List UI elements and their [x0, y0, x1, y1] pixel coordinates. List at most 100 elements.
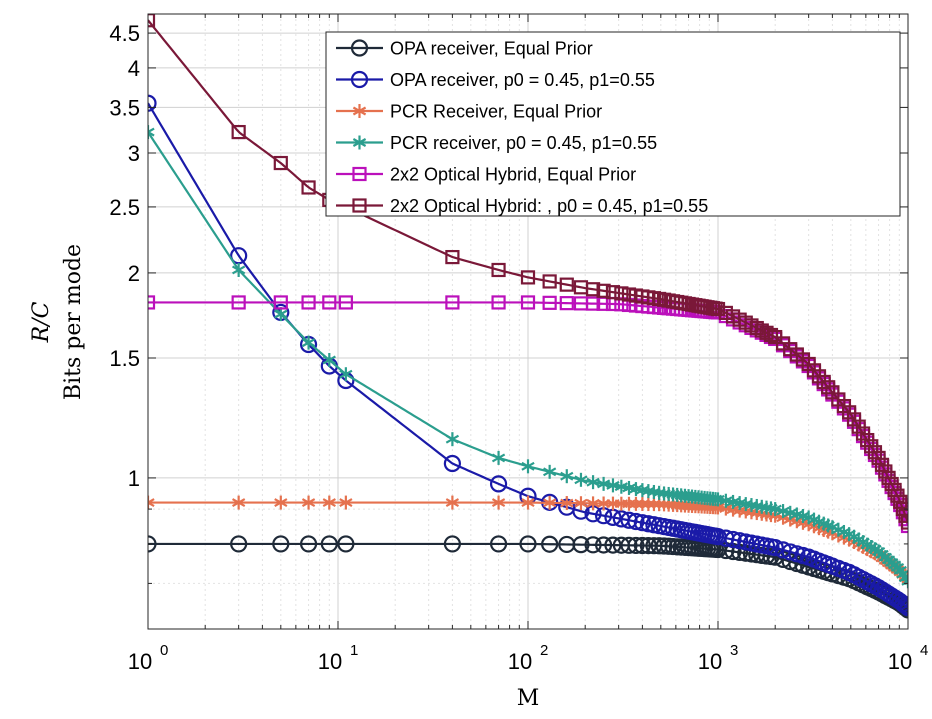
- tick-labels: 10 0 10 1 10 2 10 3 10 4 1 1.5 2 2.5 3 3.5 4 4.5: [109, 21, 928, 674]
- series-marker: [846, 412, 862, 427]
- asterisk-stroke: [635, 485, 650, 495]
- x-tick-label: 10: [318, 649, 342, 674]
- y-tick-label: 1: [128, 466, 140, 491]
- legend-entry: PCR Receiver, Equal Prior: [390, 102, 602, 122]
- series-marker: [301, 295, 316, 310]
- asterisk-stroke: [232, 498, 246, 508]
- asterisk-stroke: [708, 502, 723, 512]
- series-marker: [584, 536, 602, 554]
- series-marker: [322, 295, 337, 310]
- series-marker: [718, 305, 733, 321]
- series-marker: [274, 495, 288, 510]
- asterisk-stroke: [543, 467, 557, 477]
- asterisk-stroke: [711, 502, 725, 512]
- series-marker: [781, 543, 799, 561]
- series-marker: [559, 296, 574, 311]
- legend-swatch-marker: [350, 39, 369, 57]
- series-marker: [574, 472, 588, 487]
- asterisk-stroke: [274, 309, 288, 319]
- asterisk-stroke: [491, 453, 506, 463]
- series-marker: [620, 511, 638, 529]
- series-marker: [148, 535, 157, 553]
- series-marker: [559, 277, 574, 292]
- y-tick-label: 3: [128, 141, 140, 166]
- asterisk-stroke: [521, 498, 535, 508]
- series-marker: [337, 535, 355, 553]
- series-marker: [541, 535, 559, 553]
- series-marker: [148, 94, 157, 112]
- x-tick-label: 10: [888, 649, 912, 674]
- asterisk-stroke: [445, 434, 460, 444]
- series-marker: [627, 536, 645, 555]
- asterisk-stroke: [768, 504, 782, 514]
- legend-entry: OPA receiver, p0 = 0.45, p1=0.55: [390, 70, 655, 90]
- asterisk-stroke: [890, 562, 905, 572]
- y-tick-label: 2: [128, 261, 140, 286]
- asterisk-stroke: [796, 511, 810, 521]
- asterisk-stroke: [574, 498, 588, 508]
- legend-swatch-marker: [350, 70, 369, 89]
- series-marker: [445, 295, 460, 310]
- series-marker: [272, 535, 290, 553]
- series-marker: [320, 535, 338, 553]
- series-marker: [894, 595, 908, 613]
- series-marker: [724, 530, 742, 549]
- series-marker: [445, 249, 460, 265]
- asterisk-stroke: [733, 498, 747, 508]
- x-tick-label: 10: [698, 649, 722, 674]
- series-marker: [232, 495, 246, 510]
- series-marker: [521, 459, 535, 474]
- asterisk-stroke: [339, 498, 353, 508]
- series-marker: [768, 502, 782, 517]
- asterisk-stroke: [719, 504, 733, 514]
- y-tick-label: 2.5: [109, 195, 140, 220]
- x-tick-exponent: 3: [730, 642, 738, 659]
- series-marker: [322, 495, 336, 510]
- series-marker: [620, 536, 638, 554]
- asterisk-stroke: [148, 501, 155, 508]
- legend-entry: 2x2 Optical Hybrid, Equal Prior: [390, 165, 636, 185]
- asterisk-stroke: [586, 477, 600, 487]
- series-marker: [148, 125, 155, 140]
- asterisk-stroke: [739, 499, 753, 509]
- asterisk-stroke: [614, 482, 628, 492]
- asterisk-stroke: [521, 461, 535, 471]
- series-marker: [595, 536, 613, 554]
- asterisk-stroke: [491, 498, 506, 508]
- legend-swatch-marker: [352, 198, 367, 213]
- asterisk-stroke: [901, 580, 908, 586]
- series-marker: [901, 574, 908, 589]
- series-marker: [560, 496, 574, 511]
- series-marker: [322, 352, 336, 367]
- series-marker: [586, 475, 600, 490]
- series-marker: [273, 295, 288, 310]
- series-marker: [560, 469, 574, 484]
- legend-entry: OPA receiver, Equal Prior: [390, 39, 593, 59]
- series-marker: [574, 496, 588, 511]
- asterisk-stroke: [726, 497, 740, 507]
- series-marker: [520, 295, 536, 310]
- asterisk-stroke: [744, 500, 759, 510]
- series-marker: [148, 295, 156, 310]
- series-marker: [491, 495, 506, 510]
- asterisk-stroke: [719, 496, 733, 506]
- series-marker: [520, 270, 536, 285]
- series-marker: [148, 495, 155, 510]
- legend-box: [325, 31, 901, 217]
- series-marker: [339, 367, 353, 382]
- asterisk-stroke: [898, 575, 908, 583]
- series-marker: [491, 262, 506, 278]
- asterisk-stroke: [352, 106, 367, 116]
- series-marker: [519, 535, 537, 553]
- series-marker: [627, 512, 645, 531]
- x-tick-exponent: 0: [160, 642, 168, 659]
- asterisk-stroke: [896, 569, 908, 579]
- x-tick-exponent: 2: [540, 642, 548, 659]
- series-marker: [641, 497, 655, 512]
- series-marker: [614, 286, 629, 301]
- asterisk-stroke: [543, 498, 557, 508]
- legend-entry: PCR receiver, p0 = 0.45, p1=0.55: [390, 133, 657, 153]
- series-marker: [445, 432, 460, 447]
- asterisk-stroke: [739, 507, 753, 516]
